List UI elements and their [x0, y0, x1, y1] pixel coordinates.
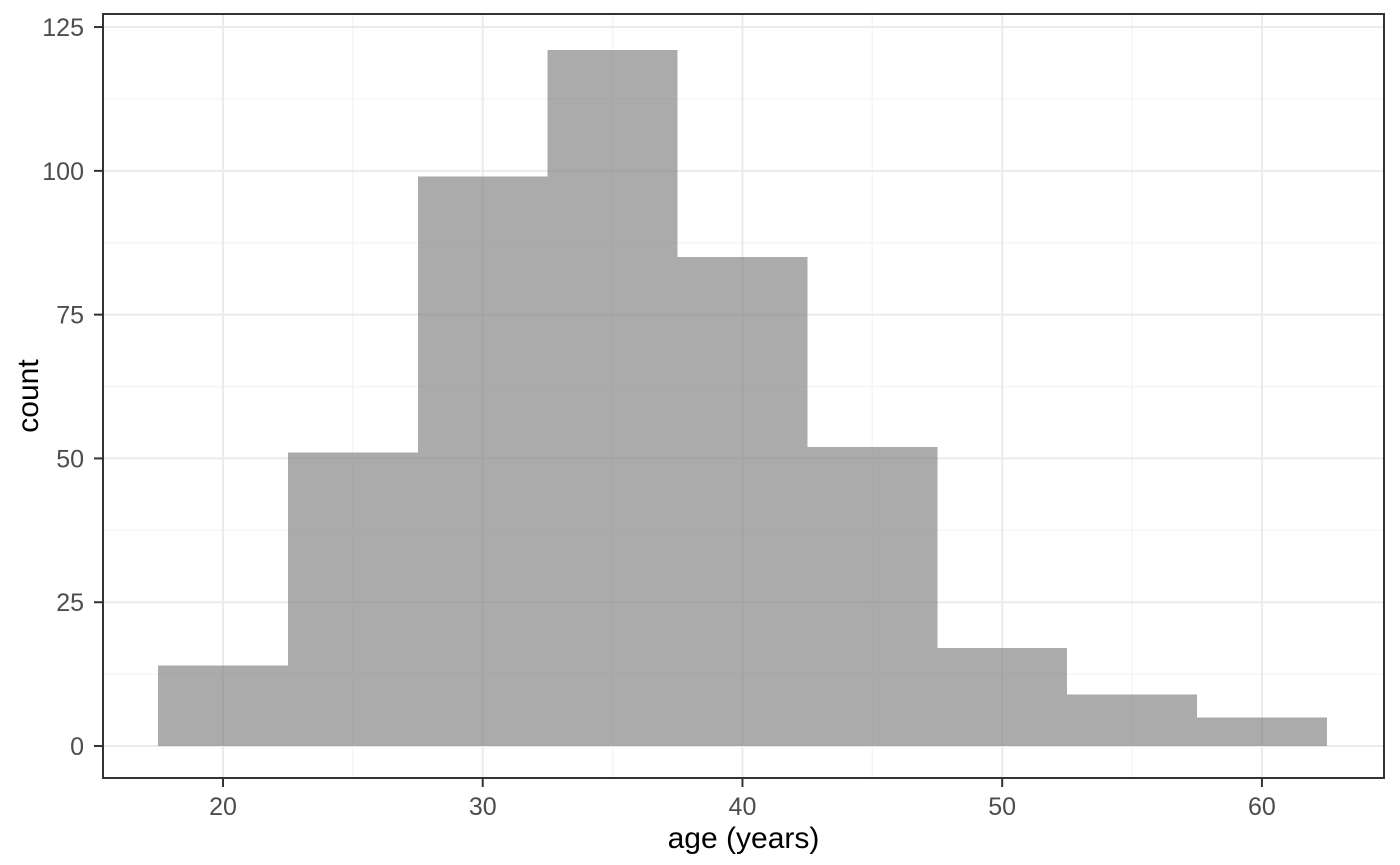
histogram-bar: [937, 648, 1068, 747]
y-tick-label: 100: [42, 158, 84, 186]
histogram-bar: [1067, 694, 1197, 747]
histogram-bar: [158, 665, 288, 747]
y-tick-label: 125: [42, 14, 84, 42]
y-tick-label: 0: [70, 733, 84, 761]
panel-border: [102, 13, 1385, 779]
y-axis-title: count: [12, 359, 45, 433]
x-tick-label: 60: [1248, 793, 1276, 821]
histogram-bar: [287, 452, 418, 747]
histogram-bar: [677, 257, 808, 747]
histogram-bar: [1196, 717, 1327, 747]
x-tick-label: 20: [209, 793, 237, 821]
x-tick-label: 50: [988, 793, 1016, 821]
y-tick-label: 25: [56, 589, 84, 617]
y-tick-label: 50: [56, 445, 84, 473]
x-axis-title: age (years): [667, 822, 820, 855]
histogram-bar: [417, 176, 548, 747]
y-tick-label: 75: [56, 302, 84, 330]
x-tick-label: 30: [469, 793, 497, 821]
x-tick-label: 40: [729, 793, 757, 821]
histogram-bar: [807, 446, 938, 747]
histogram-bar: [547, 50, 678, 747]
